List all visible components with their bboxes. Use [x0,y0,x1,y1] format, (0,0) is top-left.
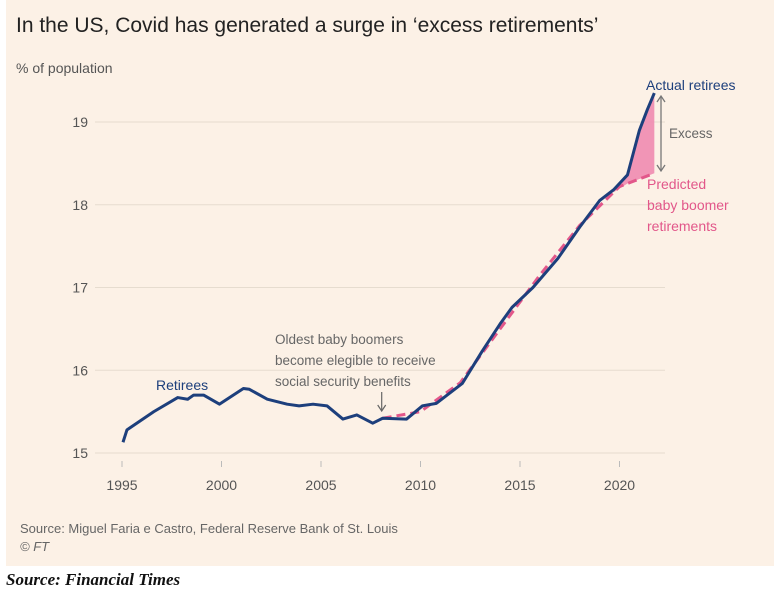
y-tick-label: 19 [72,114,88,130]
boomers-annotation: social security benefits [275,374,411,389]
boomers-annotation: become elegible to receive [275,353,436,368]
x-tick-label: 2015 [504,477,535,493]
predicted-label: retirements [647,218,717,234]
x-tick-label: 2010 [405,477,436,493]
actual-retirees-label: Actual retirees [646,77,735,93]
y-tick-label: 15 [72,445,88,461]
excess-label: Excess [669,126,713,141]
x-tick-label: 2005 [305,477,336,493]
boomers-annotation: Oldest baby boomers [275,332,404,347]
y-tick-label: 17 [72,280,88,296]
predicted-label: baby boomer [647,197,729,213]
predicted-line [382,171,655,420]
source-text: Source: Miguel Faria e Castro, Federal R… [20,521,398,536]
x-tick-label: 1995 [106,477,137,493]
y-tick-label: 18 [72,197,88,213]
copyright-text: © FT [20,539,50,554]
double-arrow-icon [656,94,666,173]
y-tick-label: 16 [72,362,88,378]
x-tick-label: 2020 [604,477,635,493]
retirees-label: Retirees [156,377,208,393]
footer-source: Source: Financial Times [6,570,181,589]
chart-panel [6,0,774,566]
source-note: Source: Miguel Faria e Castro, Federal R… [20,520,398,556]
arrow-head-icon [377,404,387,413]
x-tick-label: 2000 [206,477,237,493]
predicted-label: Predicted [647,176,706,192]
chart-title: In the US, Covid has generated a surge i… [16,14,599,37]
excess-area [613,93,655,193]
y-axis-label: % of population [16,60,113,76]
